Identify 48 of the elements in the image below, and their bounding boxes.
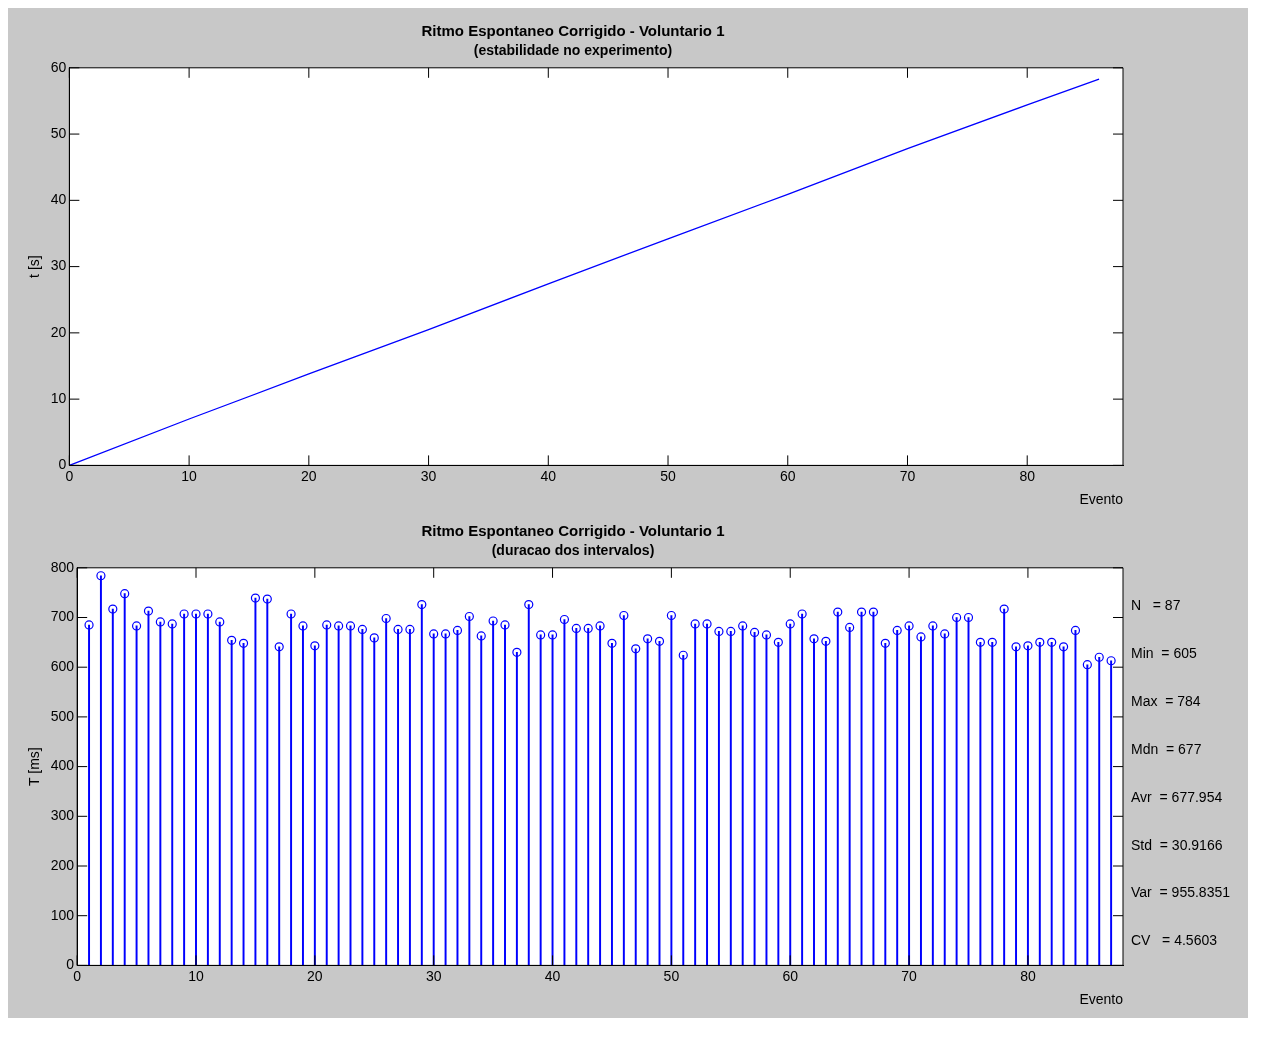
y-tick-label: 40 [50,191,67,208]
y-tick-label: 50 [50,124,67,141]
y-axis-title: t [s] [26,255,43,278]
text: Mdn = 677 [1131,740,1202,757]
text: Min = 605 [1131,644,1197,661]
x-tick-label: 60 [779,467,796,484]
text: N = 87 [1131,596,1181,613]
x-tick-label: 20 [301,467,317,484]
x-tick-label: 50 [660,467,677,484]
y-tick-label: 60 [50,58,67,75]
y-tick-label: 0 [58,456,67,473]
chart-subtitle: (estabilidade no experimento) [473,42,673,59]
y-tick-label: 400 [50,757,75,774]
text: Std = 30.9166 [1131,836,1223,853]
x-tick-label: 70 [899,467,916,484]
x-axis-title: Evento [1079,491,1124,508]
y-tick-label: 700 [50,608,75,625]
text: Avr = 677.954 [1131,788,1223,805]
x-tick-label: 80 [1019,467,1036,484]
chart-title: Ritmo Espontaneo Corrigido - Voluntario 1 [421,22,725,40]
x-tick-label: 10 [181,467,198,484]
x-tick-label: 30 [425,967,442,984]
x-tick-label: 70 [901,967,918,984]
text: Max = 784 [1131,692,1201,709]
text: Var = 955.8351 [1131,884,1231,901]
x-tick-label: 40 [540,467,557,484]
text: CV = 4.5603 [1131,932,1218,949]
y-tick-label: 800 [50,558,75,575]
x-tick-label: 10 [188,967,204,984]
x-tick-label: 30 [420,467,437,484]
x-tick-label: 80 [1020,967,1036,984]
y-axis-title: T [ms] [26,747,43,786]
x-tick-label: 20 [307,967,323,984]
y-tick-label: 500 [50,707,75,724]
y-tick-label: 100 [50,906,75,923]
y-tick-label: 10 [50,389,67,406]
chart-title: Ritmo Espontaneo Corrigido - Voluntario 1 [421,522,725,540]
x-tick-label: 60 [782,967,799,984]
x-tick-label: 40 [544,967,561,984]
y-tick-label: 300 [50,807,75,824]
y-tick-label: 20 [50,323,67,340]
x-axis-title: Evento [1079,991,1124,1008]
chart-subtitle: (duracao dos intervalos) [491,542,655,559]
y-tick-label: 30 [50,257,67,274]
x-tick-label: 50 [663,967,680,984]
y-tick-label: 200 [50,856,75,873]
y-tick-label: 0 [66,956,75,973]
y-tick-label: 600 [50,658,75,675]
